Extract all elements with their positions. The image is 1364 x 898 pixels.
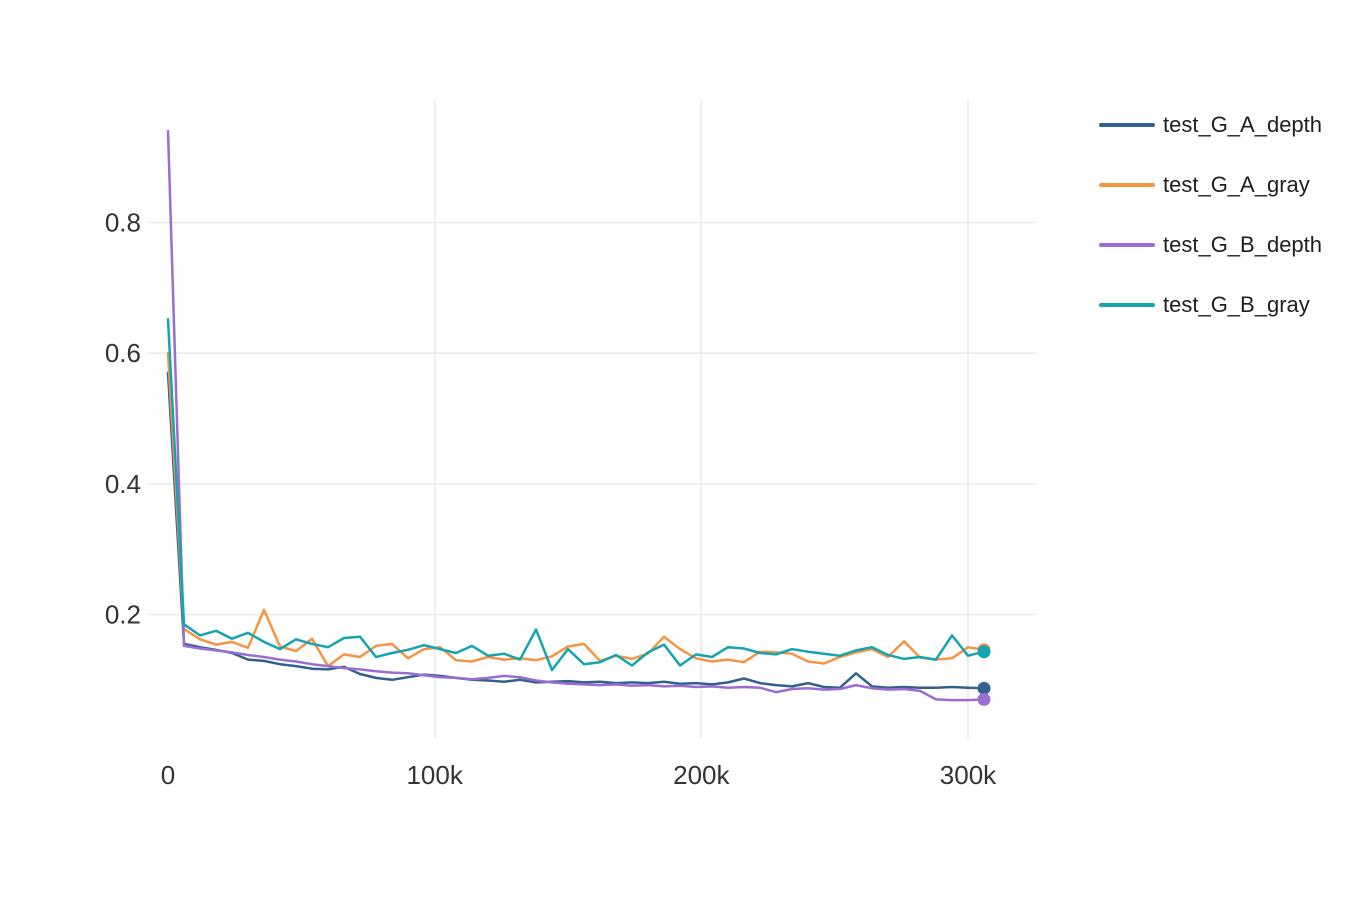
series-endpoint-test_G_B_gray: [977, 645, 991, 659]
legend-item-test_G_B_gray[interactable]: test_G_B_gray: [1099, 275, 1322, 335]
legend-swatch-icon: [1099, 243, 1155, 247]
x-tick-label-300k: 300k: [940, 760, 997, 790]
legend-item-label: test_G_A_gray: [1163, 172, 1310, 197]
series-line-test_G_A_gray: [166, 351, 986, 668]
series-line-test_G_B_depth: [166, 129, 986, 702]
legend-item-test_G_B_depth[interactable]: test_G_B_depth: [1099, 215, 1322, 275]
series-endpoint-test_G_B_depth: [977, 692, 991, 706]
x-tick-label-200k: 200k: [673, 760, 730, 790]
y-tick-label-0.2: 0.2: [105, 600, 141, 630]
legend-item-label: test_G_B_depth: [1163, 232, 1323, 257]
x-tick-label-100k: 100k: [406, 760, 463, 790]
y-tick-label-0.4: 0.4: [105, 469, 141, 499]
legend-item-test_G_A_depth[interactable]: test_G_A_depth: [1099, 95, 1322, 155]
x-tick-label-0: 0: [161, 760, 175, 790]
series-endpoint-test_G_A_depth: [977, 681, 991, 695]
chart-legend: test_G_A_depth test_G_A_gray test_G_B_dept…: [1099, 95, 1322, 335]
legend-item-label: test_G_B_gray: [1163, 292, 1310, 317]
y-tick-label-0.8: 0.8: [105, 208, 141, 238]
legend-swatch-icon: [1099, 183, 1155, 187]
legend-item-test_G_A_gray[interactable]: test_G_A_gray: [1099, 155, 1322, 215]
legend-swatch-icon: [1099, 123, 1155, 127]
series-line-test_G_A_depth: [166, 371, 986, 690]
y-tick-label-0.6: 0.6: [105, 338, 141, 368]
legend-swatch-icon: [1099, 303, 1155, 307]
series-line-test_G_B_gray: [166, 317, 986, 672]
legend-item-label: test_G_A_depth: [1163, 112, 1323, 137]
